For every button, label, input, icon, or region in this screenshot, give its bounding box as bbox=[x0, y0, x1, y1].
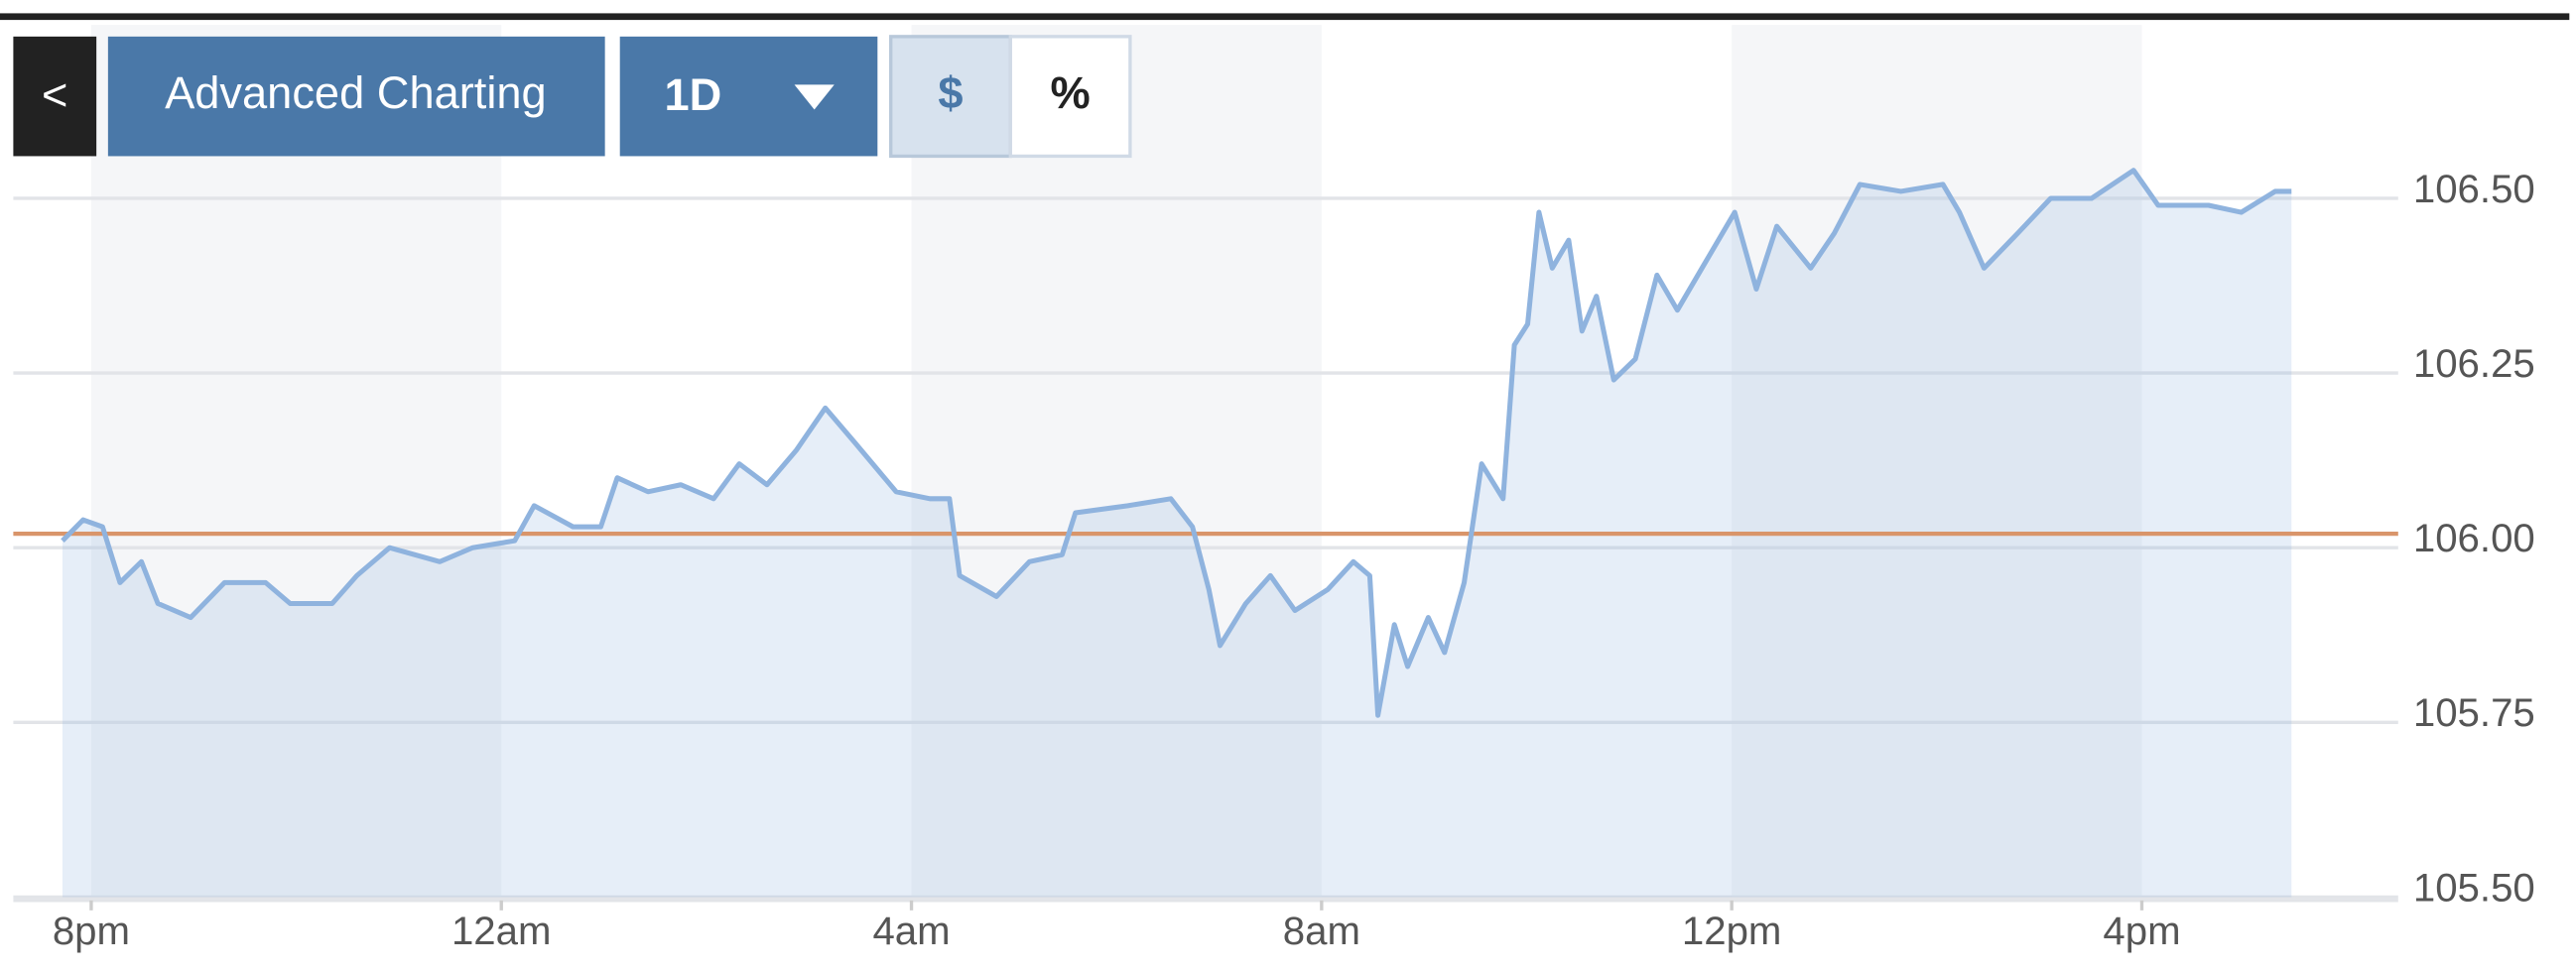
x-tick-label: 12am bbox=[451, 909, 552, 953]
x-tick-label: 4pm bbox=[2103, 909, 2180, 953]
y-tick-label: 106.50 bbox=[2413, 167, 2535, 211]
y-tick-label: 106.25 bbox=[2413, 341, 2535, 386]
price-line bbox=[61, 168, 2292, 718]
range-label[interactable]: 1D bbox=[665, 69, 722, 120]
range-button[interactable]: 1D bbox=[619, 36, 878, 157]
x-tick-label: 4am bbox=[872, 909, 950, 953]
advanced-button-bg[interactable] bbox=[107, 36, 605, 157]
dropdown-arrow[interactable] bbox=[794, 84, 835, 110]
advanced-label[interactable]: Advanced Charting bbox=[165, 67, 547, 118]
back-button[interactable]: < bbox=[13, 36, 97, 157]
x-tick-label: 12pm bbox=[1682, 909, 1782, 953]
dollar-button[interactable]: $ bbox=[889, 35, 1012, 159]
plot: 105.50 105.75 106.00 106.25 106.50 8pm 12am 4am… bbox=[13, 167, 2535, 953]
percent-button-bg[interactable] bbox=[1008, 35, 1132, 159]
y-tick-label: 106.00 bbox=[2413, 516, 2535, 560]
top-rule bbox=[0, 13, 2570, 21]
range-button-bg[interactable] bbox=[619, 36, 878, 157]
percent-label[interactable]: % bbox=[1050, 67, 1090, 118]
back-label[interactable]: < bbox=[42, 69, 67, 120]
y-tick-label: 105.75 bbox=[2413, 690, 2535, 735]
y-tick-label: 105.50 bbox=[2413, 865, 2535, 910]
x-tick-label: 8am bbox=[1283, 909, 1360, 953]
time-band bbox=[911, 25, 1322, 898]
advanced-button[interactable]: Advanced Charting bbox=[107, 36, 605, 157]
time-band bbox=[1732, 25, 2142, 898]
percent-button[interactable]: % bbox=[1008, 35, 1132, 159]
dollar-label[interactable]: $ bbox=[938, 67, 963, 118]
time-bands bbox=[90, 25, 2142, 898]
back-button-bg[interactable] bbox=[13, 36, 97, 157]
dollar-button-bg[interactable] bbox=[889, 35, 1012, 159]
x-tick-label: 8pm bbox=[53, 909, 130, 953]
time-band bbox=[90, 25, 502, 898]
